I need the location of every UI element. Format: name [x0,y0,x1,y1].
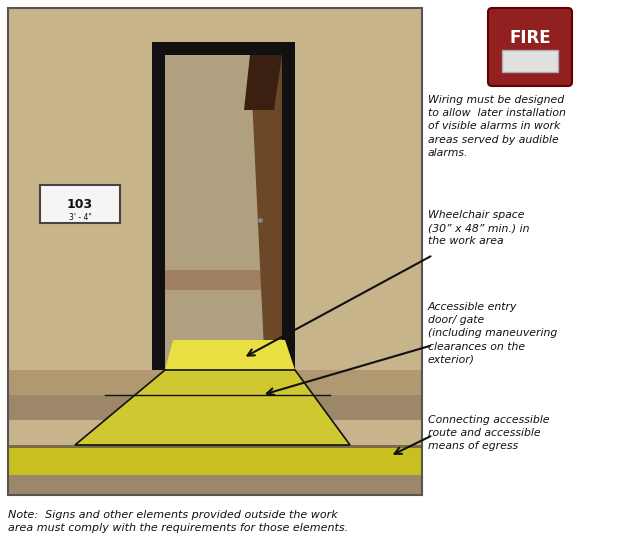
Text: 103: 103 [67,197,93,211]
Text: Wheelchair space
(30” x 48” min.) in
the work area: Wheelchair space (30” x 48” min.) in the… [428,210,530,247]
Bar [165,270,282,290]
Bar [8,445,422,448]
Bar [165,55,282,370]
Bar [502,50,558,72]
Polygon shape [244,55,282,110]
Text: Connecting accessible
route and accessible
means of egress: Connecting accessible route and accessib… [428,415,550,452]
Bar [8,8,422,495]
Polygon shape [75,370,350,445]
FancyBboxPatch shape [488,8,572,86]
Polygon shape [250,55,282,350]
Text: Accessible entry
door/ gate
(including maneuvering
clearances on the
exterior): Accessible entry door/ gate (including m… [428,302,557,365]
Bar [8,395,422,420]
Text: FIRE: FIRE [509,29,551,47]
Bar [152,42,295,370]
Bar [8,370,422,395]
Bar [8,8,422,495]
Polygon shape [165,340,295,370]
Bar [40,185,120,223]
Text: 3' - 4": 3' - 4" [68,212,91,221]
Bar [8,475,422,495]
Text: Note:  Signs and other elements provided outside the work
area must comply with : Note: Signs and other elements provided … [8,510,348,533]
Bar [8,445,422,475]
Text: Wiring must be designed
to allow  later installation
of visible alarms in work
a: Wiring must be designed to allow later i… [428,95,566,158]
